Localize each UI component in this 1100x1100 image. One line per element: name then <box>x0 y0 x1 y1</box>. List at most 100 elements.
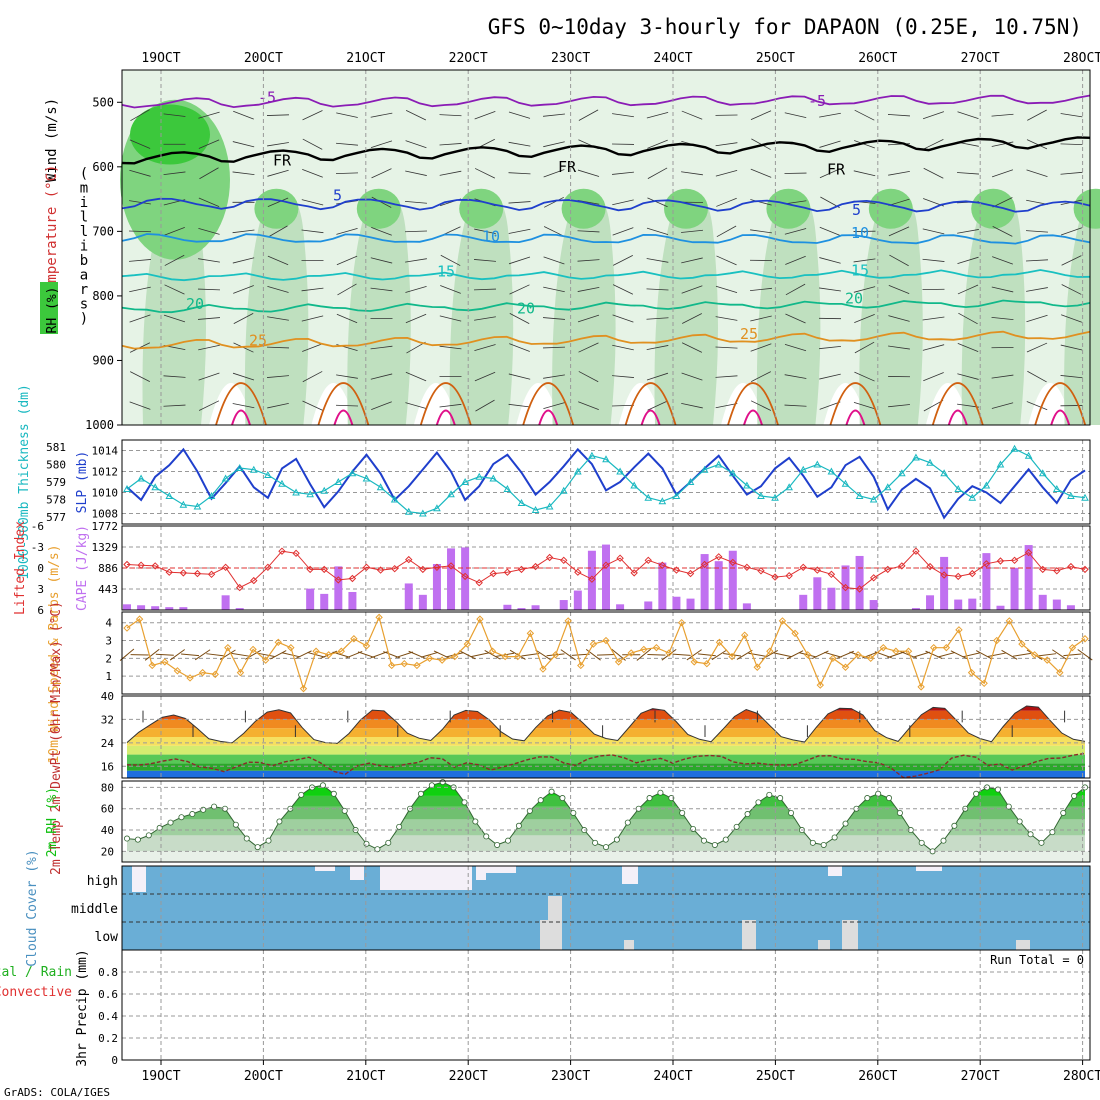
rh-point <box>744 811 751 818</box>
rh-point <box>548 788 555 795</box>
wind-speed-point <box>778 617 787 625</box>
wind-barb <box>612 113 634 118</box>
temp-tick-label: 24 <box>101 737 115 750</box>
cape-bar <box>1038 594 1047 610</box>
rh-point <box>134 836 141 843</box>
surface-wind-barb <box>496 652 515 657</box>
wind-barb <box>750 168 772 178</box>
thickness-point <box>982 481 991 489</box>
lifted-index-point <box>898 562 906 570</box>
lifted-index-point <box>813 566 822 574</box>
rh-point <box>232 821 239 828</box>
wind-barb <box>232 229 255 234</box>
wind-speed-point <box>640 645 648 654</box>
surface-wind-barb <box>194 649 211 661</box>
wind-barb <box>750 199 772 206</box>
lifted-index-point <box>221 563 230 572</box>
rh-point <box>1049 829 1056 836</box>
wind-barb <box>888 345 910 350</box>
wind-barb <box>267 142 289 147</box>
pressure-tick-label: 500 <box>92 95 114 109</box>
lifted-index-point <box>405 555 413 564</box>
isotherm-label: 20 <box>517 299 535 317</box>
cloud-clear-gap <box>486 866 516 873</box>
pressure-tick-label: 900 <box>92 353 114 367</box>
wind-barb <box>1026 314 1048 323</box>
wind-barb <box>543 113 565 117</box>
isotherm-dome <box>215 382 267 426</box>
isotherm-dome-hot <box>333 409 354 426</box>
wind-barb <box>508 141 531 147</box>
wind-barb <box>715 375 738 378</box>
lifted-index-line <box>126 550 1086 590</box>
thickness-point <box>348 469 357 477</box>
run-total-label: Run Total = 0 <box>990 953 1084 967</box>
rh-point <box>537 797 544 804</box>
top-date-label: 27OCT <box>961 51 1000 66</box>
thickness-point <box>1067 491 1075 499</box>
cape-bar <box>404 583 413 610</box>
wind-barb <box>578 109 599 121</box>
top-date-label: 23OCT <box>551 51 590 66</box>
wind-barb <box>819 401 841 410</box>
wind-barb <box>440 254 461 266</box>
wind-barb <box>819 112 841 118</box>
rh-point <box>341 807 348 814</box>
isotherm-dome-hot <box>231 409 251 426</box>
wind-barb <box>1025 230 1049 233</box>
lifted-index-point <box>560 556 568 565</box>
isotherm-label: 20 <box>186 295 204 313</box>
wind-tick-label: 2 <box>105 652 112 665</box>
slp-axis-title: SLP (mb) <box>75 451 90 514</box>
surface-wind-barb <box>975 650 993 660</box>
millibars-label-char: ) <box>80 311 88 327</box>
rh-point <box>276 818 283 825</box>
cape-bar <box>926 595 935 610</box>
surface-wind-barb <box>912 651 930 658</box>
lifted-index-axis-title: Lifted Index <box>13 521 28 615</box>
wind-barb <box>405 286 427 293</box>
surface-wind-barb <box>987 652 1006 657</box>
wind-speed-point <box>186 674 194 682</box>
wind-speed-point <box>476 615 484 623</box>
precip-tick-label: 0.2 <box>98 1032 118 1045</box>
wind-barb <box>405 200 427 204</box>
wind-barb <box>301 287 324 292</box>
isotherm-line <box>121 136 1091 165</box>
top-date-label: 28OCT <box>1063 51 1100 66</box>
lifted-index-point <box>447 562 455 570</box>
rh-point <box>700 837 707 844</box>
wind-barb <box>371 168 392 179</box>
wind-barb <box>543 317 565 320</box>
wind-speed-line <box>126 615 1086 691</box>
wind-barb <box>853 170 876 177</box>
wind-barb <box>991 169 1014 178</box>
cape-bar <box>855 555 864 610</box>
wind-speed-point <box>148 661 156 670</box>
rh-humid-plume <box>449 190 514 425</box>
lifted-index-point <box>954 572 962 581</box>
wind-barb <box>819 373 841 380</box>
wind-barb <box>1025 259 1049 262</box>
pressure-tick-label: 800 <box>92 289 114 303</box>
surface-wind-barb <box>370 651 388 659</box>
wind-barb <box>164 254 185 266</box>
surface-wind-barb <box>295 650 312 660</box>
rh-point <box>624 819 631 826</box>
thickness-tick-label: 577 <box>46 511 66 524</box>
wind-speed-point <box>703 659 711 668</box>
precip-axis-title: 3hr Precip (mm) <box>75 949 90 1066</box>
wind-barb <box>474 228 496 235</box>
temp-tick-label: 32 <box>101 713 114 726</box>
wind-barb <box>1027 370 1047 383</box>
wind-barb <box>198 111 220 119</box>
millibars-label-char: m <box>80 181 88 197</box>
cloud-clear-gap <box>132 866 146 892</box>
wind-barb <box>439 345 462 350</box>
wind-barb <box>888 315 910 322</box>
wind-barb <box>198 139 220 149</box>
rh-moist-area <box>356 188 401 229</box>
wind-barb <box>819 168 841 179</box>
bottom-date-label: 19OCT <box>141 1069 180 1084</box>
wind-barb <box>681 402 703 409</box>
